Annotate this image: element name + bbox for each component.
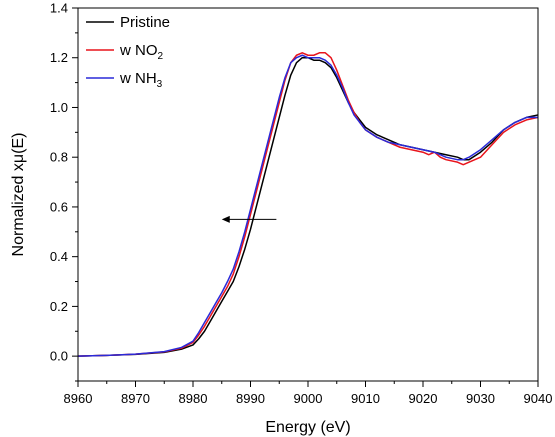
legend-label: Pristine bbox=[120, 14, 170, 31]
legend-item-2: w NH3 bbox=[86, 70, 163, 90]
x-axis-title: Energy (eV) bbox=[265, 419, 350, 436]
x-tick-label: 8980 bbox=[179, 391, 208, 406]
y-tick-label: 0.6 bbox=[50, 199, 68, 214]
y-axis-title: Normalized xμ(E) bbox=[10, 133, 27, 257]
x-tick-label: 8990 bbox=[236, 391, 265, 406]
x-tick-label: 9040 bbox=[524, 391, 553, 406]
x-tick-label: 8960 bbox=[64, 391, 93, 406]
annotations bbox=[221, 215, 277, 223]
x-tick-label: 9020 bbox=[409, 391, 438, 406]
y-tick-label: 1.4 bbox=[50, 1, 68, 16]
x-axis: 8960 8970 8980 8990 9000 9010 9020 9030 9040 bbox=[64, 381, 553, 406]
y-tick-label: 1.2 bbox=[50, 50, 68, 65]
x-tick-label: 9030 bbox=[466, 391, 495, 406]
plot-frame bbox=[77, 7, 539, 382]
series-line-1 bbox=[77, 52, 539, 357]
y-tick-label: 0.8 bbox=[50, 150, 68, 165]
series-line-0 bbox=[77, 56, 539, 357]
legend: Pristine w NO2 w NH3 bbox=[86, 14, 170, 90]
y-tick-label: 0.2 bbox=[50, 299, 68, 314]
legend-label: w NO2 bbox=[119, 42, 164, 62]
y-axis: 0.0 0.2 0.4 0.6 0.8 1.0 1.2 1.4 bbox=[50, 1, 78, 382]
x-tick-label: 8970 bbox=[121, 391, 150, 406]
legend-label: w NH3 bbox=[119, 70, 163, 90]
plot-lines bbox=[77, 52, 539, 357]
y-tick-label: 1.0 bbox=[50, 100, 68, 115]
x-tick-label: 9010 bbox=[351, 391, 380, 406]
y-tick-label: 0.4 bbox=[50, 249, 68, 264]
series-line-2 bbox=[77, 54, 538, 357]
legend-item-0: Pristine bbox=[86, 14, 170, 31]
legend-item-1: w NO2 bbox=[86, 42, 164, 62]
shift-arrow bbox=[221, 215, 277, 223]
x-tick-label: 9000 bbox=[294, 391, 323, 406]
y-tick-label: 0.0 bbox=[50, 349, 68, 364]
